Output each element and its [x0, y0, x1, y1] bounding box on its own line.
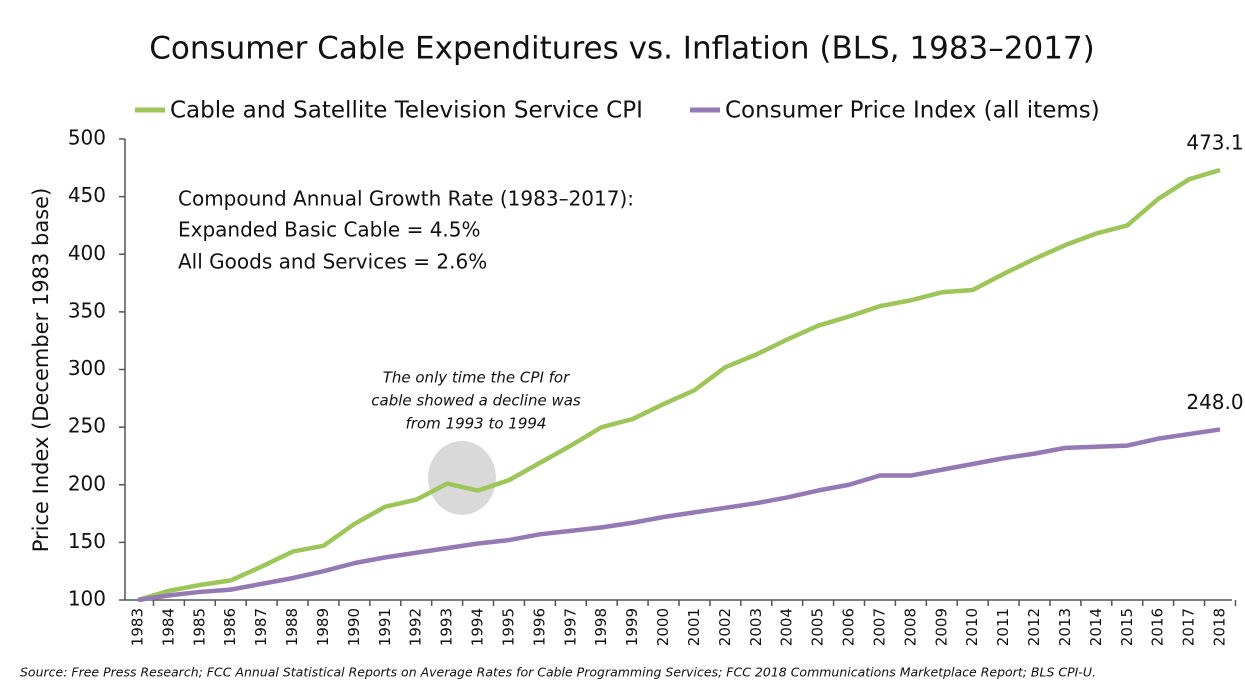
y-tick-label: 350 — [68, 298, 106, 322]
x-tick-label: 2015 — [1118, 608, 1136, 646]
x-tick-label: 2003 — [747, 608, 765, 646]
x-tick-label: 1985 — [190, 608, 208, 646]
note: The only time the CPI for — [383, 369, 570, 387]
series-line — [137, 167, 1221, 603]
y-tick-label: 250 — [68, 414, 106, 438]
legend-label: Consumer Price Index (all items) — [725, 98, 1100, 124]
x-tick-label: 1992 — [407, 608, 425, 646]
chart-title: Consumer Cable Expenditures vs. Inflatio… — [149, 31, 1095, 67]
y-tick-label: 450 — [68, 183, 106, 207]
x-tick-label: 2013 — [1056, 608, 1074, 646]
x-tick-label: 1988 — [283, 608, 301, 646]
annotation: All Goods and Services = 2.6% — [178, 250, 487, 274]
x-tick-label: 1987 — [252, 608, 270, 646]
x-tick-label: 2012 — [1025, 608, 1043, 646]
x-tick-label: 1998 — [592, 608, 610, 646]
y-tick-label: 200 — [68, 471, 106, 495]
x-tick-label: 1995 — [499, 608, 517, 646]
x-tick-label: 2006 — [840, 608, 858, 646]
x-tick-label: 2004 — [778, 608, 796, 646]
x-tick-label: 2017 — [1180, 608, 1198, 646]
x-tick-label: 1991 — [376, 608, 394, 646]
x-tick-label: 1997 — [561, 608, 579, 646]
note: from 1993 to 1994 — [406, 415, 547, 433]
x-tick-label: 1984 — [159, 608, 177, 646]
x-tick-label: 2014 — [1087, 608, 1105, 646]
x-tick-label: 1999 — [623, 608, 641, 646]
x-tick-label: 2011 — [994, 608, 1012, 646]
x-tick-label: 1993 — [438, 608, 456, 646]
x-tick-label: 2018 — [1211, 608, 1229, 646]
x-tick-label: 1983 — [129, 608, 147, 646]
legend-label: Cable and Satellite Television Service C… — [170, 98, 643, 124]
series-line — [137, 427, 1221, 603]
x-tick-label: 1996 — [530, 608, 548, 646]
y-tick-label: 500 — [68, 126, 106, 150]
x-tick-label: 1986 — [221, 608, 239, 646]
x-tick-label: 2005 — [809, 608, 827, 646]
y-tick-label: 300 — [68, 356, 106, 380]
x-tick-label: 2001 — [685, 608, 703, 646]
highlight — [428, 441, 496, 515]
y-tick-label: 100 — [68, 587, 106, 611]
data-label: 248.0 — [1186, 390, 1243, 414]
note: cable showed a decline was — [371, 392, 581, 410]
x-tick-label: 2016 — [1149, 608, 1167, 646]
x-tick-label: 2009 — [932, 608, 950, 646]
annotation: Expanded Basic Cable = 4.5% — [178, 218, 481, 242]
y-tick-label: 400 — [68, 241, 106, 265]
x-tick-label: 2008 — [901, 608, 919, 646]
x-tick-label: 1994 — [469, 608, 487, 646]
annotation: Compound Annual Growth Rate (1983–2017): — [178, 187, 634, 211]
y-tick-label: 150 — [68, 529, 106, 553]
data-label: 473.1 — [1186, 131, 1243, 155]
x-tick-label: 1989 — [314, 608, 332, 646]
x-tick-label: 2007 — [870, 608, 888, 646]
x-tick-label: 1990 — [345, 608, 363, 646]
source: Source: Free Press Research; FCC Annual … — [20, 665, 1096, 680]
x-tick-label: 2002 — [716, 608, 734, 646]
y-axis-label: Price Index (December 1983 base) — [29, 188, 53, 553]
x-tick-label: 2000 — [654, 608, 672, 646]
x-tick-label: 2010 — [963, 608, 981, 646]
